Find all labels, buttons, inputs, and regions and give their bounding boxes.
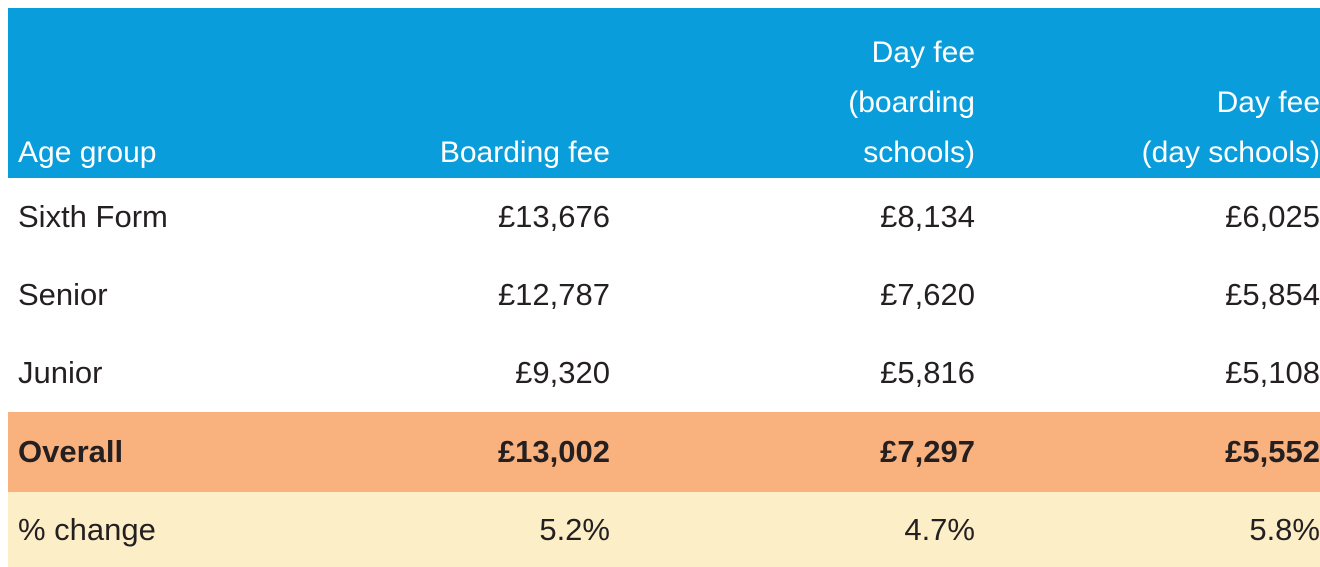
row-label: Senior xyxy=(18,277,108,312)
cell-value: £12,787 xyxy=(497,277,610,312)
cell-value: £5,854 xyxy=(1225,277,1320,312)
table-row-senior: Senior £12,787 £7,620 £5,854 xyxy=(8,256,1320,334)
table-header: Age group Boarding fee Day fee (boarding… xyxy=(8,8,1320,178)
cell-value: £9,320 xyxy=(515,355,610,390)
cell-value: £8,134 xyxy=(880,199,975,234)
cell-value: 5.2% xyxy=(539,511,610,547)
cell-value: £5,816 xyxy=(880,355,975,390)
row-label: Sixth Form xyxy=(18,199,168,234)
header-cell-day-fee-day: Day fee (day schools) xyxy=(975,8,1320,178)
cell-value: £6,025 xyxy=(1225,199,1320,234)
cell-value: £13,002 xyxy=(497,434,610,469)
header-row: Age group Boarding fee Day fee (boarding… xyxy=(8,8,1320,178)
cell-value: £13,676 xyxy=(497,199,610,234)
header-cell-day-fee-boarding: Day fee (boarding schools) xyxy=(610,8,975,178)
cell-value: 4.7% xyxy=(904,511,975,547)
table-row-sixth-form: Sixth Form £13,676 £8,134 £6,025 xyxy=(8,178,1320,256)
cell-value: £7,297 xyxy=(880,434,975,469)
row-label: Overall xyxy=(18,434,124,469)
cell-value: 5.8% xyxy=(1249,511,1320,547)
cell-value: £5,552 xyxy=(1225,434,1320,469)
header-cell-boarding-fee: Boarding fee xyxy=(310,8,610,178)
table-row-overall: Overall £13,002 £7,297 £5,552 xyxy=(8,412,1320,492)
cell-value: £7,620 xyxy=(880,277,975,312)
header-cell-age-group: Age group xyxy=(8,8,310,178)
school-fees-table: Age group Boarding fee Day fee (boarding… xyxy=(8,8,1320,567)
row-label: % change xyxy=(18,511,156,547)
table-row-junior: Junior £9,320 £5,816 £5,108 xyxy=(8,334,1320,412)
table-row-pct-change: % change 5.2% 4.7% 5.8% xyxy=(8,492,1320,567)
row-label: Junior xyxy=(18,355,103,390)
table-body: Sixth Form £13,676 £8,134 £6,025 Senior … xyxy=(8,178,1320,567)
cell-value: £5,108 xyxy=(1225,355,1320,390)
